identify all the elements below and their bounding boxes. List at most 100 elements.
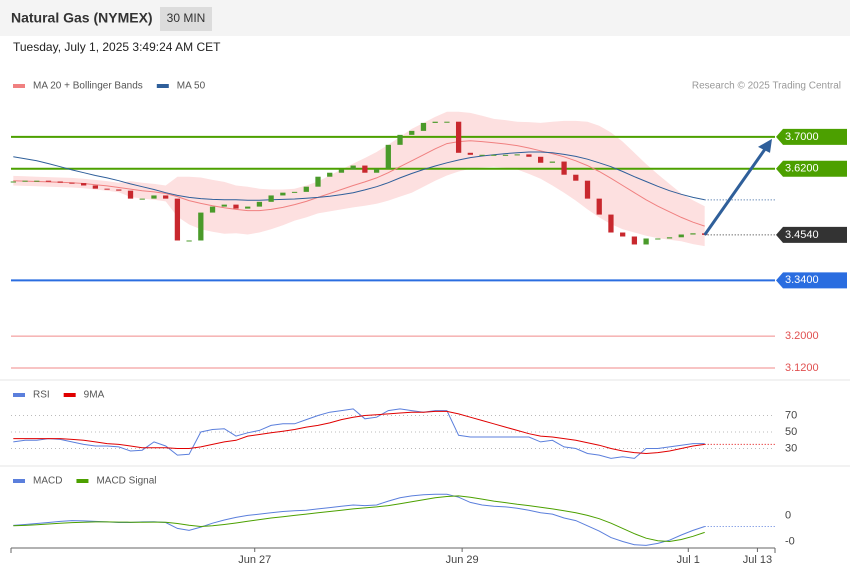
level-label: 3.7000 <box>785 131 819 143</box>
candle <box>690 233 696 235</box>
candle <box>526 154 532 157</box>
candle <box>409 130 415 135</box>
candle <box>666 237 673 239</box>
candle <box>92 185 99 189</box>
candle <box>502 154 509 156</box>
indicator-line <box>13 408 705 459</box>
candle <box>608 214 614 233</box>
y-tick-label: -0 <box>785 535 795 547</box>
x-tick-label: Jul 1 <box>677 554 700 566</box>
candle <box>291 191 298 193</box>
legend-swatch <box>13 479 25 483</box>
candle <box>538 156 544 163</box>
level-label: 3.4540 <box>785 229 819 241</box>
candle <box>57 181 63 183</box>
candle <box>280 192 286 196</box>
candle <box>514 154 520 156</box>
candle <box>573 174 579 181</box>
candle <box>174 198 181 241</box>
legend-label: MACD Signal <box>96 476 156 487</box>
candle <box>373 168 380 173</box>
candle <box>338 169 345 173</box>
candle <box>620 232 626 237</box>
candle <box>327 172 333 177</box>
legend-label: 9MA <box>84 390 105 401</box>
level-tag <box>776 128 847 145</box>
legend-swatch <box>76 479 89 483</box>
interval-label: 30 MIN <box>167 11 206 25</box>
instrument-title: Natural Gas (NYMEX) <box>11 10 153 26</box>
candle <box>10 181 16 183</box>
candle <box>186 240 192 242</box>
candle <box>127 190 134 199</box>
candle <box>104 188 110 190</box>
candle <box>350 165 356 170</box>
candle <box>420 122 427 131</box>
x-tick-label: Jun 29 <box>446 554 479 566</box>
candle <box>491 154 497 156</box>
bollinger-band <box>13 111 705 247</box>
indicator-line <box>13 410 705 455</box>
candle <box>69 182 75 184</box>
legend-label: MA 20 + Bollinger Bands <box>33 81 143 92</box>
candle <box>397 134 403 145</box>
forecast-arrow <box>703 143 770 236</box>
level-label: 3.3400 <box>785 274 819 286</box>
candle <box>432 121 438 123</box>
legend-swatch <box>13 393 25 397</box>
candle <box>467 152 473 155</box>
candle <box>221 204 227 207</box>
candle <box>233 204 239 209</box>
candle <box>151 195 157 199</box>
y-tick-label: 30 <box>785 442 797 454</box>
level-label: 3.1200 <box>785 362 819 374</box>
forecast-arrowhead <box>758 138 772 153</box>
candle <box>45 180 52 182</box>
ma-line <box>13 151 705 201</box>
candle <box>596 198 602 215</box>
y-tick-label: 0 <box>785 509 791 521</box>
candle <box>256 201 263 207</box>
candle <box>678 234 684 238</box>
interval-badge[interactable] <box>160 7 212 31</box>
level-tag <box>776 226 847 243</box>
candle <box>444 121 450 123</box>
candle <box>479 154 485 156</box>
level-tag <box>776 272 847 289</box>
candle <box>385 144 391 169</box>
indicator-line <box>13 495 705 543</box>
candle <box>643 238 649 245</box>
y-tick-label: 70 <box>785 409 797 421</box>
candle <box>34 180 40 182</box>
candle <box>245 206 251 209</box>
level-label: 3.6200 <box>785 163 819 175</box>
candle <box>81 183 87 186</box>
y-tick-label: 50 <box>785 426 797 438</box>
candle <box>268 195 274 202</box>
legend-label: RSI <box>33 390 50 401</box>
ma-line <box>13 140 705 227</box>
candle <box>116 189 122 191</box>
candle <box>362 165 368 173</box>
credit: Research © 2025 Trading Central <box>692 81 841 92</box>
candle <box>655 238 661 240</box>
candle <box>303 186 309 192</box>
candle <box>163 195 169 199</box>
timestamp: Tuesday, July 1, 2025 3:49:24 AM CET <box>13 40 221 54</box>
level-tag <box>776 160 847 177</box>
x-tick-label: Jul 13 <box>743 554 772 566</box>
candle <box>315 176 321 187</box>
legend-swatch <box>63 393 76 397</box>
legend-label: MACD <box>33 476 62 487</box>
candle <box>209 206 216 213</box>
header-bar <box>0 0 850 36</box>
candle <box>584 180 591 199</box>
candle <box>561 161 567 175</box>
candle <box>631 236 638 245</box>
candle <box>549 161 555 163</box>
candle <box>22 180 28 182</box>
legend-swatch <box>13 84 25 88</box>
x-tick-label: Jun 27 <box>238 554 271 566</box>
legend-swatch <box>156 84 169 88</box>
